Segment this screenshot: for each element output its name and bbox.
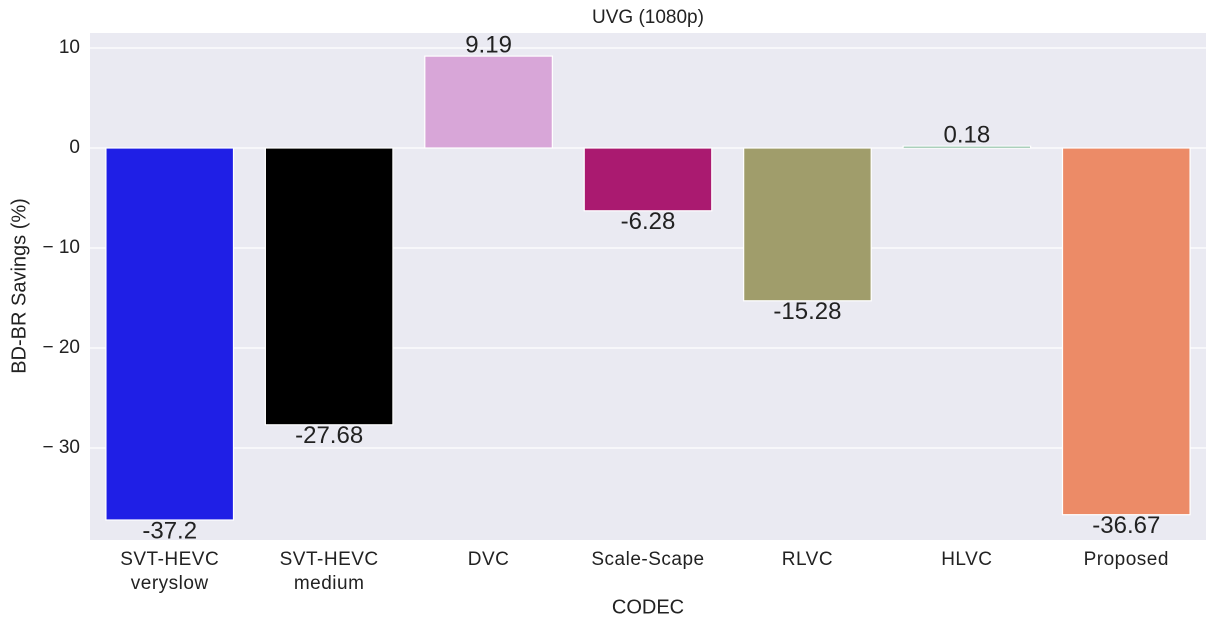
x-tick-label-line: SVT-HEVC — [280, 549, 379, 570]
bar — [1061, 147, 1191, 516]
bar — [902, 145, 1032, 149]
x-tick-label: Proposed — [1084, 549, 1169, 570]
data-label: -36.67 — [1092, 512, 1160, 539]
data-label: -6.28 — [621, 208, 676, 235]
plot-area — [90, 33, 1206, 540]
chart-title: UVG (1080p) — [592, 7, 704, 28]
y-tick-label: 10 — [59, 37, 80, 58]
bar — [264, 147, 394, 426]
x-tick-label-line: RLVC — [782, 549, 833, 570]
x-tick-label-line: SVT-HEVC — [120, 549, 219, 570]
data-label: -15.28 — [773, 298, 841, 325]
x-tick-label-line: Proposed — [1084, 549, 1169, 570]
x-tick-label-line: HLVC — [941, 549, 992, 570]
y-tick-label: − 30 — [42, 437, 80, 458]
x-tick-label: Scale-Scape — [591, 549, 704, 570]
x-tick-label: SVT-HEVC veryslow — [120, 549, 219, 594]
y-tick-label: 0 — [69, 137, 80, 158]
y-axis-label: BD-BR Savings (%) — [8, 198, 30, 374]
data-label: 0.18 — [943, 122, 990, 149]
bar — [583, 147, 713, 212]
y-tick-label: − 10 — [42, 237, 80, 258]
x-tick-label-line: Scale-Scape — [591, 549, 704, 570]
data-label: -37.2 — [142, 517, 197, 544]
x-axis-label: CODEC — [612, 596, 684, 618]
x-tick-label: RLVC — [782, 549, 833, 570]
x-tick-label: HLVC — [941, 549, 992, 570]
bar — [424, 55, 553, 149]
bar — [105, 147, 235, 521]
x-tick-label: DVC — [468, 549, 510, 570]
x-tick-label-line: medium — [294, 573, 365, 594]
y-tick-label: − 20 — [42, 337, 80, 358]
data-label: 9.19 — [465, 31, 512, 58]
x-tick-label: SVT-HEVC medium — [280, 549, 379, 594]
x-tick-label-line: veryslow — [131, 573, 209, 594]
x-tick-label-line: DVC — [468, 549, 510, 570]
bar — [743, 147, 872, 302]
data-label: -27.68 — [295, 422, 363, 449]
